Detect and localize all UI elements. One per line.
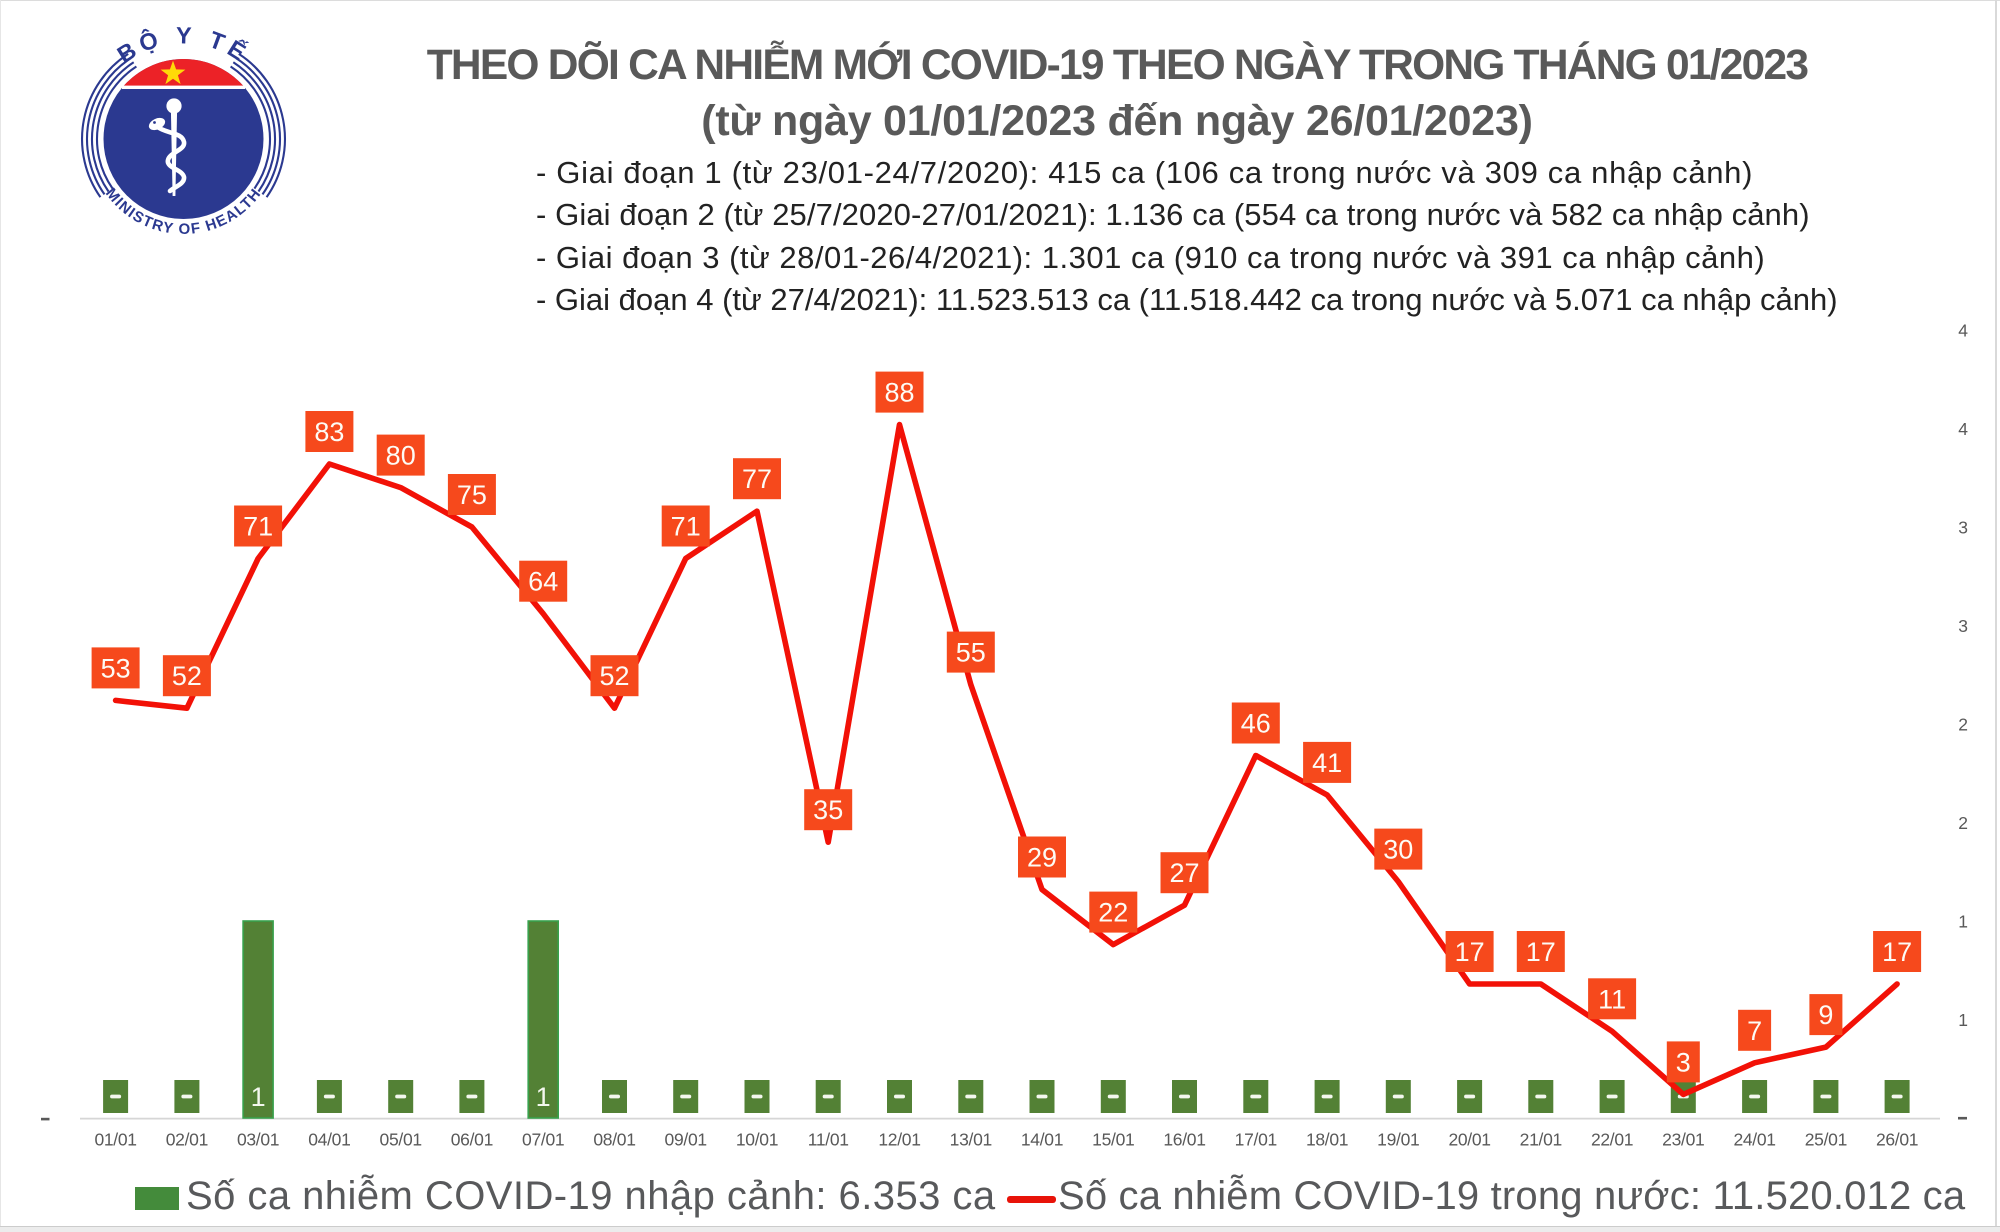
svg-text:17/01: 17/01 bbox=[1235, 1130, 1277, 1150]
svg-text:12/01: 12/01 bbox=[878, 1130, 920, 1150]
svg-text:88: 88 bbox=[884, 378, 914, 408]
svg-text:1: 1 bbox=[536, 1082, 551, 1112]
svg-text:4: 4 bbox=[1958, 419, 1968, 439]
svg-text:17: 17 bbox=[1455, 937, 1485, 967]
svg-text:25/01: 25/01 bbox=[1805, 1130, 1847, 1150]
svg-text:4: 4 bbox=[1958, 320, 1968, 340]
svg-text:7: 7 bbox=[1747, 1016, 1762, 1046]
svg-text:06/01: 06/01 bbox=[451, 1130, 493, 1150]
svg-text:11/01: 11/01 bbox=[808, 1130, 849, 1150]
svg-text:13/01: 13/01 bbox=[950, 1130, 992, 1150]
svg-text:14/01: 14/01 bbox=[1021, 1130, 1063, 1150]
svg-text:24/01: 24/01 bbox=[1733, 1130, 1775, 1150]
svg-text:11: 11 bbox=[1598, 984, 1626, 1014]
svg-text:80: 80 bbox=[386, 441, 416, 471]
svg-text:09/01: 09/01 bbox=[665, 1130, 707, 1150]
svg-text:52: 52 bbox=[172, 661, 202, 691]
svg-text:17: 17 bbox=[1882, 937, 1912, 967]
svg-text:75: 75 bbox=[457, 480, 487, 510]
svg-text:23/01: 23/01 bbox=[1662, 1130, 1704, 1150]
svg-text:46: 46 bbox=[1241, 709, 1271, 739]
svg-text:19/01: 19/01 bbox=[1377, 1130, 1419, 1150]
svg-text:27: 27 bbox=[1169, 858, 1199, 888]
svg-text:53: 53 bbox=[101, 653, 131, 683]
svg-text:1: 1 bbox=[251, 1082, 266, 1112]
svg-text:35: 35 bbox=[813, 795, 843, 825]
svg-text:22: 22 bbox=[1098, 898, 1128, 928]
svg-text:3: 3 bbox=[1676, 1047, 1691, 1077]
svg-text:2: 2 bbox=[1958, 714, 1968, 734]
svg-text:01/01: 01/01 bbox=[94, 1130, 136, 1150]
svg-text:21/01: 21/01 bbox=[1520, 1130, 1562, 1150]
svg-text:77: 77 bbox=[742, 464, 772, 494]
svg-text:41: 41 bbox=[1312, 748, 1342, 778]
svg-text:03/01: 03/01 bbox=[237, 1130, 279, 1150]
svg-text:3: 3 bbox=[1958, 517, 1968, 537]
svg-text:18/01: 18/01 bbox=[1306, 1130, 1348, 1150]
svg-text:10/01: 10/01 bbox=[736, 1130, 778, 1150]
svg-text:71: 71 bbox=[243, 512, 273, 542]
svg-text:30: 30 bbox=[1383, 835, 1413, 865]
svg-text:29: 29 bbox=[1027, 843, 1057, 873]
svg-text:26/01: 26/01 bbox=[1876, 1130, 1918, 1150]
svg-text:07/01: 07/01 bbox=[522, 1130, 564, 1150]
svg-text:71: 71 bbox=[671, 512, 701, 542]
svg-text:1: 1 bbox=[1958, 911, 1968, 931]
svg-text:83: 83 bbox=[314, 417, 344, 447]
svg-text:2: 2 bbox=[1958, 813, 1968, 833]
svg-text:16/01: 16/01 bbox=[1163, 1130, 1205, 1150]
svg-text:55: 55 bbox=[956, 638, 986, 668]
svg-text:08/01: 08/01 bbox=[593, 1130, 635, 1150]
svg-text:1: 1 bbox=[1958, 1010, 1968, 1030]
svg-text:17: 17 bbox=[1526, 937, 1556, 967]
svg-text:3: 3 bbox=[1958, 616, 1968, 636]
svg-text:20/01: 20/01 bbox=[1448, 1130, 1490, 1150]
svg-text:64: 64 bbox=[528, 567, 558, 597]
svg-text:52: 52 bbox=[599, 661, 629, 691]
svg-text:22/01: 22/01 bbox=[1591, 1130, 1633, 1150]
svg-text:15/01: 15/01 bbox=[1092, 1130, 1134, 1150]
svg-text:05/01: 05/01 bbox=[380, 1130, 422, 1150]
svg-text:02/01: 02/01 bbox=[166, 1130, 208, 1150]
svg-text:04/01: 04/01 bbox=[308, 1130, 350, 1150]
svg-text:9: 9 bbox=[1818, 1000, 1833, 1030]
